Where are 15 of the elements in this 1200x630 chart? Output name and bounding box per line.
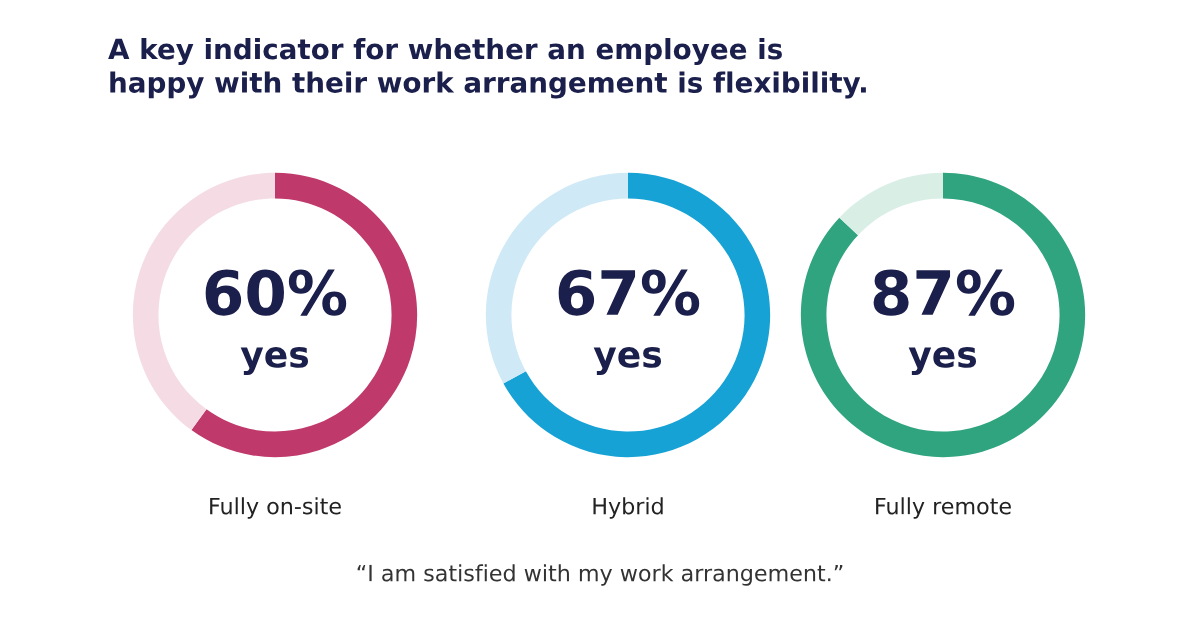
donut-slice <box>191 172 418 458</box>
data-label: 87% <box>873 269 1015 316</box>
donut-slice <box>503 172 771 458</box>
slice-label: yes <box>593 347 662 376</box>
text: Fully on-site <box>210 497 341 519</box>
slice-label: yes <box>240 347 309 376</box>
text: “I am satisfied with my work arrangement.” <box>357 564 843 586</box>
data-label: 67% <box>558 269 700 316</box>
donut-slice <box>839 172 943 236</box>
slice-label: yes <box>908 347 977 376</box>
text: Fully remote <box>876 497 1011 519</box>
text: A key indicator for whether an employee is happy with their work arrangement is flexibility. <box>108 38 866 99</box>
data-label: 60% <box>205 269 347 316</box>
donut-slice <box>800 172 1086 458</box>
text: Hybrid <box>593 497 663 519</box>
